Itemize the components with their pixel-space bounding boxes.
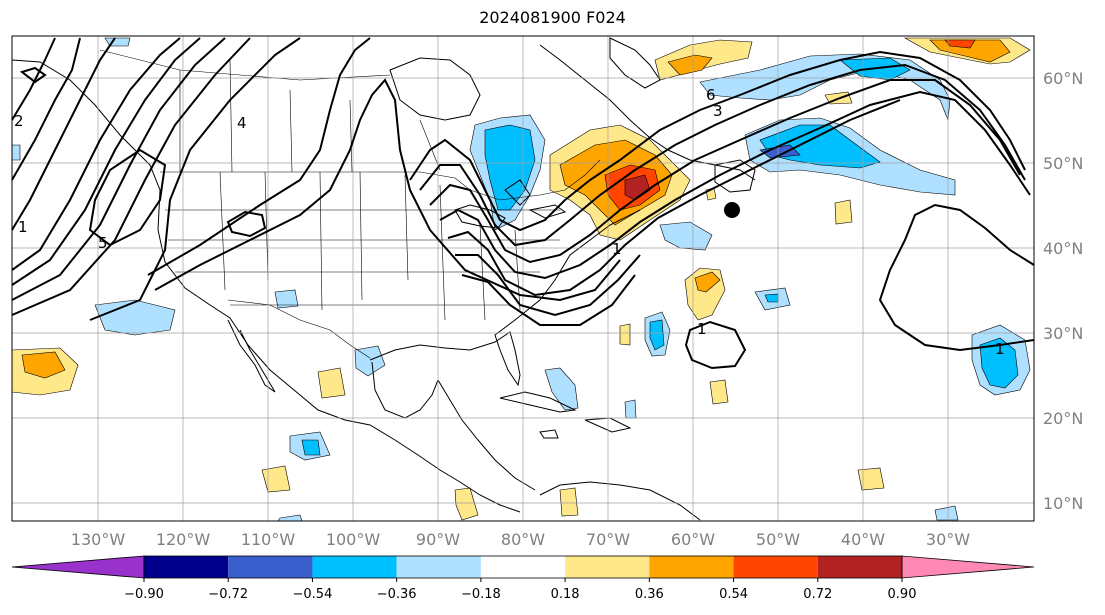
colorbar-segment <box>480 556 566 578</box>
lat-label: 40°N <box>1043 239 1083 258</box>
contour-label: 6 <box>706 86 716 104</box>
colorbar-extend-min <box>11 555 145 579</box>
lat-label: 10°N <box>1043 494 1083 513</box>
colorbar-extend-max <box>901 555 1035 579</box>
colorbar-segment <box>396 556 481 578</box>
lat-label: 30°N <box>1043 324 1083 343</box>
storm-position-marker <box>724 202 740 218</box>
graticule <box>12 36 1034 521</box>
colorbar-segment <box>649 556 734 578</box>
colorbar-tick-label: −0.18 <box>461 587 501 602</box>
lon-label: 80°W <box>501 530 545 549</box>
lon-label: 70°W <box>586 530 630 549</box>
colorbar-tick-label: −0.54 <box>293 587 333 602</box>
lon-label: 30°W <box>926 530 970 549</box>
lon-label: 90°W <box>416 530 460 549</box>
contour-lines <box>11 37 1035 370</box>
plot-title: 2024081900 F024 <box>479 8 626 27</box>
contour-label: 1 <box>612 240 622 258</box>
colorbar-segment <box>312 556 397 578</box>
contour-label-group: 1 2 3 4 5 6 1 1 1 <box>14 86 1005 358</box>
contour-label: 2 <box>14 112 24 130</box>
lat-label: 20°N <box>1043 409 1083 428</box>
colorbar-tick-label: 0.72 <box>803 587 832 602</box>
lat-label: 60°N <box>1043 69 1083 88</box>
colorbar-segment <box>733 556 818 578</box>
contour-label: 3 <box>713 102 723 120</box>
colorbar-segment <box>144 556 229 578</box>
lon-label: 100°W <box>326 530 381 549</box>
map-frame <box>11 35 1035 522</box>
colorbar-tick-label: −0.90 <box>124 587 164 602</box>
latitude-labels: 60°N 50°N 40°N 30°N 20°N 10°N <box>1043 69 1083 513</box>
contour-label: 1 <box>697 320 707 338</box>
colorbar-segment <box>817 556 902 578</box>
lon-label: 130°W <box>71 530 126 549</box>
lon-label: 40°W <box>841 530 885 549</box>
contour-label: 1 <box>995 340 1005 358</box>
longitude-labels: 130°W 120°W 110°W 100°W 90°W 80°W 70°W 6… <box>71 530 970 549</box>
colorbar-tick-label: 0.54 <box>719 587 748 602</box>
lat-label: 50°N <box>1043 154 1083 173</box>
coastlines <box>11 37 756 521</box>
colorbar-tick-label: −0.72 <box>208 587 248 602</box>
lon-label: 120°W <box>156 530 211 549</box>
contour-label: 5 <box>98 234 108 252</box>
colorbar-tick-label: 0.18 <box>551 587 580 602</box>
colorbar-tick-label: −0.36 <box>377 587 417 602</box>
lon-label: 60°W <box>671 530 715 549</box>
colorbar-segment <box>565 556 650 578</box>
colorbar: −0.90 −0.72 −0.54 −0.36 −0.18 0.18 0.36 0.54 0.7… <box>11 555 1035 602</box>
lon-label: 50°W <box>756 530 800 549</box>
colorbar-segment <box>228 556 313 578</box>
contour-label: 1 <box>18 218 28 236</box>
colorbar-outline <box>143 555 903 579</box>
colorbar-tick-label: 0.90 <box>888 587 917 602</box>
lon-label: 110°W <box>241 530 296 549</box>
colorbar-tick-label: 0.36 <box>635 587 664 602</box>
contour-label: 4 <box>237 114 247 132</box>
